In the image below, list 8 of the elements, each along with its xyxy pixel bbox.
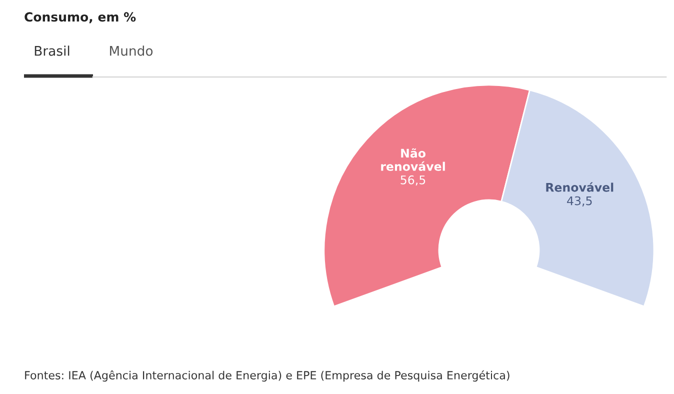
data-label: 43,5 bbox=[567, 196, 592, 206]
slice-label: Não renovável bbox=[381, 148, 445, 171]
text: Mundo bbox=[110, 46, 153, 56]
data-label: 56,5 bbox=[400, 175, 426, 186]
text: Consumo, em % bbox=[24, 12, 136, 24]
text: Fontes: IEA (Agência Internacional de Energia) e EPE (Empresa de Pesquisa Energética) bbox=[25, 370, 510, 382]
text: Brasil bbox=[34, 46, 70, 56]
slice-label: Renovável bbox=[546, 182, 614, 192]
